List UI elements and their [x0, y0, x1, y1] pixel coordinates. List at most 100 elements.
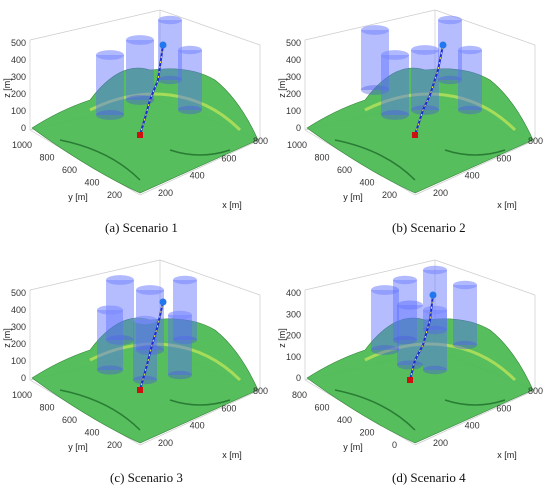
cylinder-bottom — [438, 75, 462, 85]
cylinder-top — [458, 45, 482, 55]
waypoint-markers — [139, 44, 164, 136]
y-tick-label: 800 — [39, 153, 54, 163]
z-tick-label: 400 — [286, 288, 301, 298]
z-tick-label: 100 — [11, 356, 26, 366]
start-marker — [412, 132, 418, 138]
cylinder-top — [371, 285, 399, 295]
plot-b: 0 100 200 300 400 500 1000 800 600 400 200 200 400 60… — [277, 9, 543, 210]
terrain-surface — [306, 67, 534, 194]
cylinder-body — [126, 40, 154, 100]
axis-grid-line — [29, 9, 161, 41]
y-axis-label: y [m] — [343, 192, 363, 202]
z-tick-label: 300 — [11, 72, 26, 82]
x-tick-label: 800 — [528, 386, 543, 396]
start-marker — [137, 387, 143, 393]
obstacle-cylinder — [381, 50, 409, 120]
y-tick-label: 200 — [107, 440, 122, 450]
y-tick-label: 800 — [39, 403, 54, 413]
cylinder-body — [361, 30, 389, 90]
y-tick-label: 600 — [62, 415, 77, 425]
cylinder-bottom — [411, 105, 439, 115]
obstacle-cylinder — [173, 275, 197, 345]
z-tick-label: 400 — [11, 305, 26, 315]
axis-grid-line — [159, 9, 261, 46]
x-axis-label: x [m] — [497, 450, 517, 460]
cylinder-bottom — [423, 325, 447, 335]
start-marker — [137, 132, 143, 138]
terrain-ridge-highlight — [89, 342, 242, 382]
cylinder-top — [381, 50, 409, 60]
start-marker — [407, 377, 413, 383]
x-tick-label: 400 — [190, 421, 205, 431]
cylinder-bottom — [423, 365, 447, 375]
y-tick-label: 0 — [392, 440, 397, 450]
axis-grid-line — [304, 259, 436, 291]
cylinder-bottom — [158, 75, 182, 85]
subfigure-d: 0 100 200 300 400 800 600 400 200 0 200 400 600 800 z … — [275, 250, 550, 465]
x-tick-label: 600 — [496, 403, 511, 413]
cylinder-body — [381, 55, 409, 115]
cylinder-bottom — [133, 375, 157, 385]
z-axis-label: z [m] — [2, 328, 12, 348]
cylinder-body — [371, 290, 399, 350]
z-tick-label: 300 — [286, 309, 301, 319]
terrain-surface — [31, 67, 259, 194]
cylinder-bottom — [178, 105, 202, 115]
y-tick-label: 400 — [84, 428, 99, 438]
obstacle-cylinder — [371, 285, 399, 355]
z-tick-label: 0 — [21, 123, 26, 133]
axis-grid-line — [434, 9, 536, 46]
cylinder-body — [453, 285, 477, 345]
terrain-shadow — [334, 389, 506, 431]
cylinder-top — [126, 35, 154, 45]
z-tick-label: 200 — [11, 339, 26, 349]
x-tick-label: 800 — [253, 386, 268, 396]
cylinder-bottom — [106, 335, 134, 345]
cylinder-top — [423, 305, 447, 315]
cylinder-top — [397, 300, 423, 310]
axis-grid-line — [139, 139, 261, 196]
caption-a: (a) Scenario 1 — [105, 220, 178, 235]
cylinder-bottom — [458, 105, 482, 115]
z-axis-label: z [m] — [2, 78, 12, 98]
z-tick-label: 500 — [11, 288, 26, 298]
z-tick-label: 500 — [11, 38, 26, 48]
cylinder-top — [97, 305, 123, 315]
x-tick-label: 800 — [528, 136, 543, 146]
x-tick-label: 400 — [465, 421, 480, 431]
cylinder-bottom — [126, 95, 154, 105]
x-tick-label: 400 — [465, 171, 480, 181]
x-tick-label: 200 — [158, 438, 173, 448]
x-tick-label: 600 — [221, 153, 236, 163]
obstacle-cylinder — [126, 35, 154, 105]
z-tick-label: 100 — [11, 106, 26, 116]
caption-b: (b) Scenario 2 — [392, 220, 466, 235]
caption-d: (d) Scenario 4 — [392, 470, 466, 485]
axis-grid-line — [304, 9, 436, 41]
obstacle-cylinder — [411, 45, 439, 115]
terrain-ridge-highlight — [89, 92, 242, 132]
y-tick-label: 600 — [62, 165, 77, 175]
waypoint-markers — [409, 294, 434, 381]
cylinder-body — [173, 280, 197, 340]
axis-grid-line — [434, 259, 536, 296]
z-tick-label: 500 — [286, 38, 301, 48]
cylinder-body — [423, 270, 447, 330]
z-tick-label: 200 — [11, 89, 26, 99]
goal-marker — [159, 41, 167, 49]
obstacle-cylinder — [168, 310, 192, 380]
y-tick-label: 200 — [359, 428, 374, 438]
z-tick-label: 400 — [286, 55, 301, 65]
y-tick-label: 1000 — [12, 390, 32, 400]
obstacle-cylinder — [178, 45, 202, 115]
cylinder-top — [361, 25, 389, 35]
cylinder-top — [133, 315, 157, 325]
cylinder-top — [178, 45, 202, 55]
cylinder-top — [168, 310, 192, 320]
axis-grid-line — [414, 139, 536, 196]
cylinder-bottom — [173, 335, 197, 345]
z-tick-label: 300 — [286, 72, 301, 82]
cylinder-body — [178, 50, 202, 110]
cylinder-top — [106, 275, 134, 285]
y-tick-label: 800 — [314, 153, 329, 163]
